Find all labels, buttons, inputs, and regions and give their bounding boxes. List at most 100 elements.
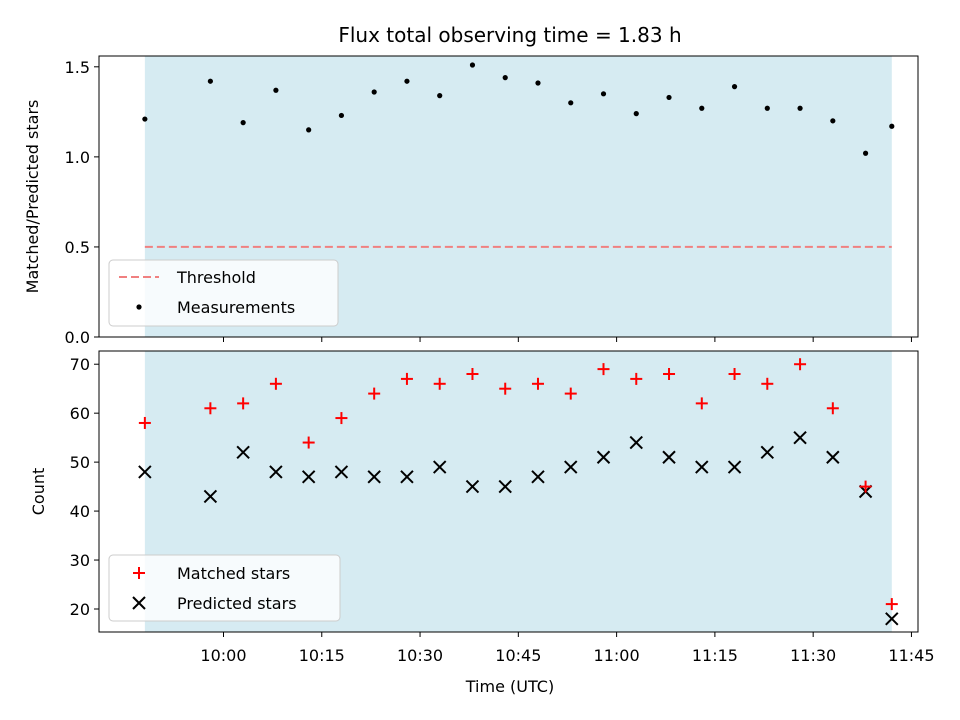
x-axis-label: Time (UTC): [465, 677, 554, 696]
matched-star-point: [826, 402, 839, 415]
ratio-y-tick-label: 0.0: [65, 328, 90, 347]
matched-star-point: [630, 372, 643, 385]
measurement-point: [666, 94, 672, 101]
count-y-ticks: 20 30 40 50 60 70: [70, 355, 99, 619]
threshold-legend-label: Threshold: [176, 268, 256, 287]
count-x-tick-label: 11:45: [888, 646, 934, 665]
measurement-point: [830, 118, 836, 124]
count-plot-frame: [98, 350, 919, 633]
predicted-star-point: [695, 460, 709, 474]
predicted-star-point: [400, 470, 414, 484]
ratio-y-tick-label: 1.5: [65, 58, 90, 77]
count-x-tick-label: 10:00: [200, 646, 246, 665]
predicted-star-point: [236, 445, 250, 460]
matched-star-point: [204, 402, 217, 415]
measurement-point: [535, 80, 541, 86]
measurement-point: [633, 111, 639, 117]
measurement-point: [142, 116, 148, 122]
count-legend-box: [108, 554, 341, 622]
measurement-point: [731, 84, 738, 90]
count-x-tick-label: 10:15: [299, 646, 345, 665]
measurement-point: [273, 87, 279, 93]
matched-star-point: [466, 368, 479, 381]
matched-star-point: [695, 397, 708, 410]
measurement-point: [469, 62, 476, 68]
measurement-point: [371, 89, 377, 95]
matched-star-point: [663, 368, 676, 381]
matched-star-point: [728, 368, 741, 381]
matched-star-point: [859, 480, 872, 493]
predicted-star-point: [629, 435, 643, 450]
predicted-star-point: [793, 430, 807, 445]
predicted-star-point: [727, 460, 742, 474]
measurement-point: [306, 127, 312, 133]
count-y-tick-label: 30: [70, 551, 90, 570]
ratio-plot-frame: [98, 55, 919, 338]
matched-star-point: [368, 387, 381, 400]
predicted-star-point: [498, 479, 512, 494]
predicted-legend-swatch: [132, 596, 146, 610]
matched-star-point: [138, 416, 151, 429]
ratio-y-tick-label: 1.0: [65, 148, 90, 167]
measurement-point: [889, 123, 895, 129]
count-panel: 20 30 40 50 60 70 10:00 10:15 10:30 10:45 11:00 11…: [29, 350, 935, 696]
measurement-points: [142, 62, 895, 156]
count-legend: Matched stars Predicted stars: [108, 554, 341, 622]
matched-star-point: [302, 436, 315, 449]
predicted-star-point: [301, 470, 316, 484]
matched-star-point: [237, 397, 250, 410]
matched-star-point: [531, 377, 544, 390]
predicted-star-point: [465, 479, 480, 494]
measurements-legend-label: Measurements: [177, 298, 295, 317]
matched-star-point: [433, 377, 446, 390]
figure-title: Flux total observing time = 1.83 h: [338, 23, 681, 47]
matched-star-point: [597, 363, 610, 376]
measurement-point: [862, 150, 869, 156]
count-y-tick-label: 60: [70, 404, 90, 423]
measurement-point: [502, 75, 508, 81]
measurement-point: [207, 78, 213, 84]
matched-legend-swatch: [133, 567, 145, 579]
matched-star-point: [335, 412, 348, 425]
predicted-star-point: [203, 489, 218, 504]
ratio-y-tick-label: 0.5: [65, 238, 90, 257]
measurement-point: [437, 93, 443, 99]
matched-star-point: [400, 372, 413, 385]
predicted-star-point: [269, 465, 283, 479]
matched-star-point: [269, 377, 282, 390]
matched-star-point: [885, 598, 898, 611]
ratio-x-ticks: [222, 337, 912, 342]
ratio-legend-box: [108, 259, 339, 327]
count-x-tick-label: 11:15: [692, 646, 738, 665]
count-x-tick-label: 10:45: [495, 646, 541, 665]
matched-legend-label: Matched stars: [177, 564, 290, 583]
measurement-point: [568, 100, 574, 106]
count-x-tick-label: 11:30: [790, 646, 836, 665]
count-y-axis-label: Count: [29, 468, 48, 516]
count-points: [138, 358, 899, 626]
predicted-star-point: [564, 460, 578, 474]
count-y-tick-label: 50: [70, 453, 90, 472]
predicted-star-point: [334, 465, 349, 479]
measurement-point: [404, 78, 410, 84]
measurement-point: [240, 120, 246, 126]
ratio-legend: Threshold Measurements: [108, 259, 339, 327]
count-x-ticks: 10:00 10:15 10:30 10:45 11:00 11:15 11:30 11:45: [200, 632, 935, 665]
measurement-point: [797, 105, 803, 111]
predicted-star-point: [826, 450, 840, 464]
count-y-tick-label: 70: [70, 355, 90, 374]
matched-star-point: [564, 387, 577, 400]
count-y-tick-label: 40: [70, 502, 90, 521]
count-x-tick-label: 11:00: [594, 646, 640, 665]
predicted-star-point: [432, 460, 447, 474]
predicted-star-point: [138, 465, 152, 479]
predicted-legend-label: Predicted stars: [177, 594, 297, 613]
count-x-tick-label: 10:30: [397, 646, 443, 665]
ratio-panel: 0.0 0.5 1.0 1.5 Matched/Predicted stars Thr…: [23, 55, 919, 347]
count-y-tick-label: 20: [70, 600, 90, 619]
predicted-star-point: [596, 450, 611, 464]
matched-star-point: [499, 382, 512, 395]
predicted-star-point: [760, 445, 775, 460]
measurement-point: [764, 105, 770, 111]
